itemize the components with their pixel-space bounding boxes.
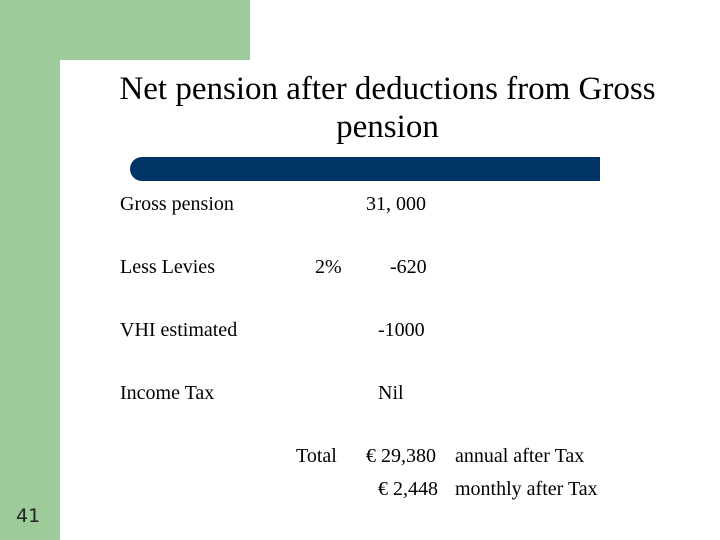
row-amount: Nil: [378, 382, 404, 404]
row-label: Income Tax: [120, 382, 215, 404]
total-amount: € 29,380: [366, 445, 436, 467]
row-amount: 31, 000: [366, 193, 426, 215]
total-amount: € 2,448: [378, 478, 438, 500]
row-amount: -620: [390, 256, 427, 278]
white-corner: [60, 60, 140, 140]
total-note: monthly after Tax: [455, 478, 598, 500]
row-label: Less Levies: [120, 256, 215, 278]
row-label: VHI estimated: [120, 319, 238, 341]
row-amount: -1000: [378, 319, 425, 341]
slide-title: Net pension after deductions from Gross …: [119, 71, 656, 145]
row-label: Gross pension: [120, 193, 234, 215]
total-label: Total: [296, 445, 337, 467]
row-rate: 2%: [315, 256, 342, 278]
green-side: [0, 0, 60, 540]
total-note: annual after Tax: [455, 445, 585, 467]
title-bar: [130, 157, 600, 181]
page-number: 41: [16, 505, 41, 527]
